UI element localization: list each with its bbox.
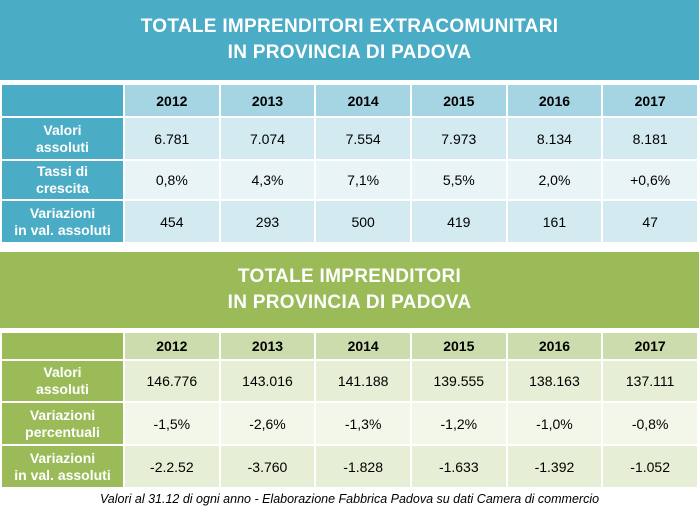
table-cell: -1,2% <box>409 401 508 446</box>
table-cell: 139.555 <box>409 359 508 403</box>
year-header: 2013 <box>218 331 317 361</box>
row-label-line2: assoluti <box>36 381 89 397</box>
table-header-row: 2012 2013 2014 2015 2016 2017 <box>0 331 699 361</box>
table-cell: 4,3% <box>218 159 317 201</box>
table-cell: 8.134 <box>505 116 604 161</box>
row-label: Valori assoluti <box>0 359 125 403</box>
year-header: 2014 <box>314 83 412 118</box>
table-cell: 7.074 <box>218 116 317 161</box>
table-header-row: 2012 2013 2014 2015 2016 2017 <box>0 83 699 118</box>
table-cell: 7.554 <box>314 116 412 161</box>
source-footnote: Valori al 31.12 di ogni anno - Elaborazi… <box>99 492 600 506</box>
year-header: 2017 <box>601 83 699 118</box>
year-header: 2012 <box>123 331 221 361</box>
total-entrepreneurs-title: TOTALE IMPRENDITORI IN PROVINCIA DI PADO… <box>0 252 699 331</box>
table-cell: -1.392 <box>505 444 604 489</box>
table-row: Valori assoluti 146.776 143.016 141.188 … <box>0 359 699 403</box>
table-row: Valori assoluti 6.781 7.074 7.554 7.973 … <box>0 116 699 161</box>
table-cell: -1,5% <box>123 401 221 446</box>
table-cell: 2,0% <box>505 159 604 201</box>
table-cell: 47 <box>601 199 699 244</box>
table-row: Variazioni in val. assoluti -2.2.52 -3.7… <box>0 444 699 489</box>
table-cell: -2.2.52 <box>123 444 221 489</box>
table-cell: 146.776 <box>123 359 221 403</box>
year-header: 2016 <box>505 83 604 118</box>
table-cell: 138.163 <box>505 359 604 403</box>
total-entrepreneurs-table: 2012 2013 2014 2015 2016 2017 Valori ass… <box>0 331 699 489</box>
table-cell: 7.973 <box>409 116 508 161</box>
row-label-line2: in val. assoluti <box>14 466 111 483</box>
table-cell: 0,8% <box>123 159 221 201</box>
row-label-line2: crescita <box>36 180 89 196</box>
row-label-line2: percentuali <box>25 423 100 440</box>
year-header: 2016 <box>505 331 604 361</box>
foreign-entrepreneurs-title: TOTALE IMPRENDITORI EXTRACOMUNITARI IN P… <box>0 0 699 83</box>
table-cell: 419 <box>409 199 508 244</box>
table-row: Tassi di crescita 0,8% 4,3% 7,1% 5,5% 2,… <box>0 159 699 201</box>
total-title-line1: TOTALE IMPRENDITORI <box>237 266 462 287</box>
foreign-entrepreneurs-table: 2012 2013 2014 2015 2016 2017 Valori ass… <box>0 83 699 244</box>
table-cell: -1.052 <box>601 444 699 489</box>
row-label-line2: assoluti <box>36 138 89 155</box>
table-cell: 5,5% <box>409 159 508 201</box>
table-cell: 293 <box>218 199 317 244</box>
table-cell: 137.111 <box>601 359 699 403</box>
row-label-line1: Variazioni <box>29 406 96 423</box>
year-header: 2012 <box>123 83 221 118</box>
year-header: 2015 <box>409 83 508 118</box>
table-cell: 141.188 <box>314 359 412 403</box>
row-label-line1: Variazioni <box>29 204 96 221</box>
year-header: 2014 <box>314 331 412 361</box>
table-cell: -3.760 <box>218 444 317 489</box>
total-title-line2: IN PROVINCIA DI PADOVA <box>227 292 472 313</box>
table-row: Variazioni in val. assoluti 454 293 500 … <box>0 199 699 244</box>
table-cell: 454 <box>123 199 221 244</box>
year-header: 2013 <box>218 83 317 118</box>
foreign-title-line2: IN PROVINCIA DI PADOVA <box>227 42 472 63</box>
row-label: Variazioni in val. assoluti <box>0 199 125 244</box>
table-cell: -1.633 <box>409 444 508 489</box>
table-cell: 7,1% <box>314 159 412 201</box>
row-label: Tassi di crescita <box>0 159 125 201</box>
table-cell: 6.781 <box>123 116 221 161</box>
row-label-line1: Tassi di <box>36 163 89 179</box>
row-label: Variazioni in val. assoluti <box>0 444 125 489</box>
row-label-line1: Variazioni <box>29 449 96 466</box>
row-label: Variazioni percentuali <box>0 401 125 446</box>
table-cell: -1,3% <box>314 401 412 446</box>
row-label: Valori assoluti <box>0 116 125 161</box>
table-cell: -2,6% <box>218 401 317 446</box>
table-row: Variazioni percentuali -1,5% -2,6% -1,3%… <box>0 401 699 446</box>
row-label-line1: Valori <box>43 121 82 138</box>
table-cell: +0,6% <box>601 159 699 201</box>
table-cell: 500 <box>314 199 412 244</box>
table-cell: -0,8% <box>601 401 699 446</box>
foreign-title-line1: TOTALE IMPRENDITORI EXTRACOMUNITARI <box>140 16 559 37</box>
year-header: 2015 <box>409 331 508 361</box>
table-cell: -1,0% <box>505 401 604 446</box>
table-cell: 161 <box>505 199 604 244</box>
table-corner-cell <box>0 83 125 118</box>
table-corner-cell <box>0 331 125 361</box>
row-label-line1: Valori <box>43 364 82 380</box>
year-header: 2017 <box>601 331 699 361</box>
row-label-line2: in val. assoluti <box>14 221 111 238</box>
table-cell: 143.016 <box>218 359 317 403</box>
table-cell: 8.181 <box>601 116 699 161</box>
table-cell: -1.828 <box>314 444 412 489</box>
